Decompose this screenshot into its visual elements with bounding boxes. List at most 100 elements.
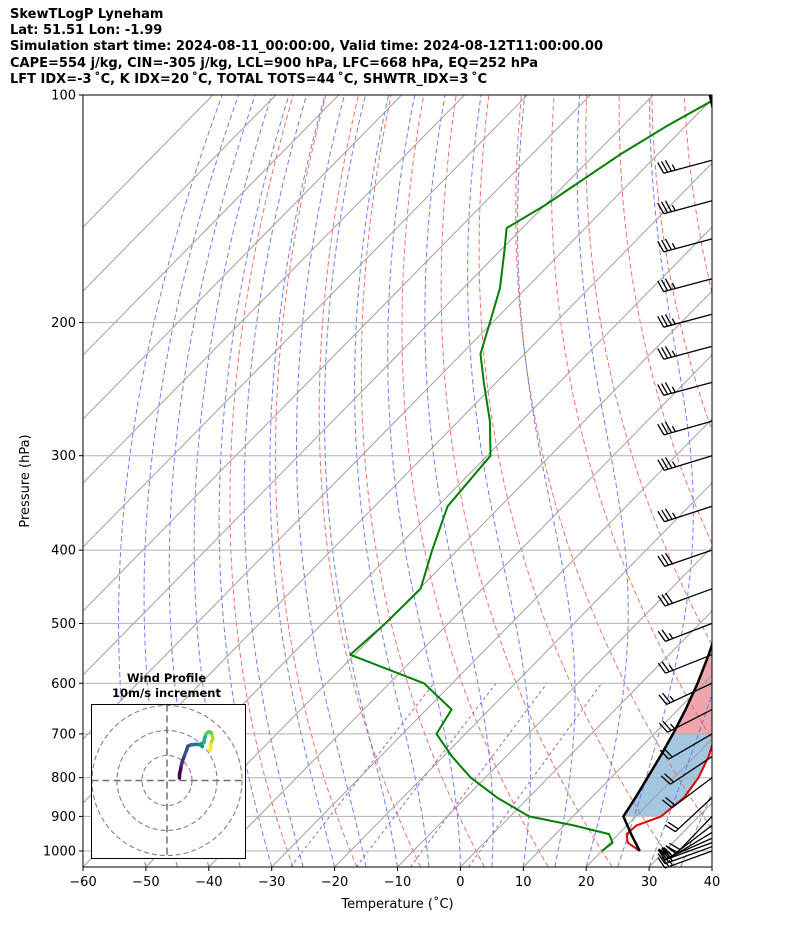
wind-barb-flag (671, 282, 676, 289)
wind-barb-flag (664, 553, 673, 565)
wind-barb (657, 345, 713, 360)
wind-barb-flag (657, 348, 665, 360)
y-tick-label: 700 (51, 727, 76, 742)
isotherm (83, 95, 214, 228)
wind-barb-flag (658, 848, 667, 859)
x-tick-label: −20 (321, 875, 348, 890)
wind-barb-flag (668, 664, 674, 671)
wind-barb-flag (671, 350, 676, 357)
isotherm (83, 95, 402, 420)
wind-barb-flag (671, 318, 676, 325)
y-tick-label: 400 (51, 544, 76, 559)
wind-barb-flag (664, 773, 675, 783)
moist-adiabat (387, 95, 461, 867)
wind-barb-flag (666, 845, 678, 853)
moist-adiabat (648, 693, 712, 867)
moist-adiabat (424, 95, 494, 867)
wind-barb-flag (665, 797, 676, 806)
wind-barb-flag (661, 661, 670, 673)
wind-barb (657, 850, 713, 869)
isotherm (83, 95, 654, 676)
moist-adiabat (143, 95, 240, 867)
wind-barb-flag (661, 458, 669, 470)
wind-barb-flag (660, 161, 669, 173)
wind-barb-flag (657, 423, 665, 436)
wind-barb (657, 505, 713, 523)
wind-barb-flag (657, 162, 665, 174)
isotherm (271, 418, 712, 867)
moist-adiabat (168, 95, 256, 867)
y-tick-label: 200 (51, 316, 76, 331)
wind-barb-staff (664, 455, 713, 471)
wind-barb-flag (669, 695, 675, 702)
moist-adiabat (680, 791, 712, 867)
wind-barb-flag (667, 821, 679, 830)
dry-adiabat (782, 95, 794, 867)
wind-barb-staff (663, 238, 713, 253)
wind-barb-staff (663, 313, 713, 328)
isotherm (460, 610, 712, 867)
wind-barb-flag (664, 508, 673, 520)
wind-barb (658, 708, 713, 733)
wind-barb-staff (666, 682, 713, 706)
wind-barb-flag (657, 316, 665, 328)
isotherm (145, 290, 712, 867)
wind-barb (657, 420, 713, 436)
wind-barb (657, 200, 713, 215)
wind-barb-flag (657, 459, 665, 471)
moist-adiabat (296, 95, 367, 867)
wind-barb (657, 588, 713, 607)
x-tick-label: −60 (69, 875, 96, 890)
dry-adiabat (275, 95, 358, 867)
wind-barb-staff (670, 755, 713, 785)
wind-barb-flag (664, 278, 672, 290)
wind-barb-flag (657, 630, 666, 642)
wind-barb-flag (664, 421, 673, 433)
wind-barb-staff (663, 159, 713, 174)
x-tick-label: −10 (384, 875, 411, 890)
y-tick-label: 1000 (43, 844, 76, 859)
wind-barb-flag (657, 510, 666, 523)
dewpoint-line (349, 99, 712, 852)
wind-barb-flag (671, 386, 676, 393)
y-axis-label: Pressure (hPa) (18, 434, 33, 527)
wind-barb (661, 777, 713, 809)
wind-barb-flag (664, 457, 673, 469)
mixing-ratio-line (409, 683, 548, 867)
wind-barb-flag (657, 202, 665, 215)
wind-barb-flag (657, 595, 666, 607)
y-tick-label: 900 (51, 810, 76, 825)
isotherm (208, 354, 712, 867)
wind-barb (664, 797, 713, 833)
inset-frame (91, 704, 246, 859)
wind-barb (666, 815, 713, 853)
header-title: SkewTLogP Lyneham (10, 7, 164, 22)
temperature-line (625, 742, 712, 852)
moist-adiabat (467, 95, 532, 867)
inset-subtitle: 10m/s increment (112, 686, 221, 700)
wind-barb-flag (660, 775, 671, 785)
wind-barb (657, 654, 713, 674)
wind-barb-flag (664, 824, 676, 833)
wind-barb-flag (664, 382, 672, 394)
inset-background (91, 704, 246, 859)
wind-barb-staff (663, 420, 713, 436)
wind-barb-staff (668, 733, 713, 760)
x-tick-label: 30 (641, 875, 658, 890)
x-tick-label: 20 (578, 875, 595, 890)
wind-barb (657, 278, 713, 293)
wind-barb-staff (665, 654, 713, 674)
isotherm (83, 98, 712, 740)
wind-barb-flag (661, 554, 670, 566)
wind-barb-staff (665, 622, 713, 642)
moist-adiabat (324, 95, 398, 867)
wind-barb-flag (657, 280, 665, 292)
moist-adiabat (193, 95, 273, 867)
wind-barb-flag (670, 723, 676, 730)
wind-barb-flag (671, 461, 677, 468)
wind-barb-flag (657, 240, 665, 253)
wind-barb (657, 381, 713, 396)
wind-barb-flag (660, 239, 669, 252)
wind-barb-staff (664, 549, 713, 567)
wind-barb-flag (661, 799, 673, 809)
